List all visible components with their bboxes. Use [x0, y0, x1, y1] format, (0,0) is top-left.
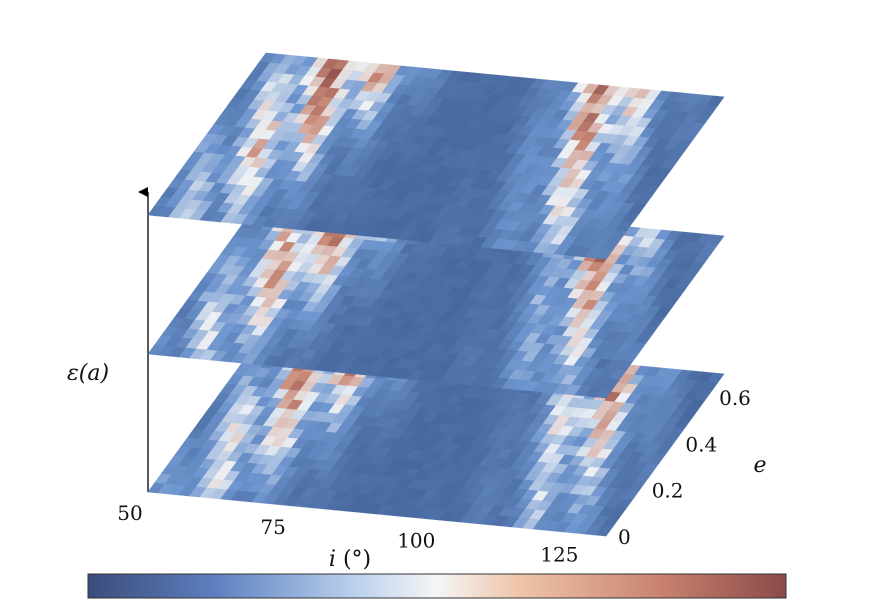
x-axis-label: i (°): [329, 547, 371, 572]
x-axis-var: i: [329, 547, 336, 572]
heatmap-layers: [147, 52, 725, 537]
heatmap-cell: [595, 248, 614, 260]
y-axis-label: e: [753, 453, 766, 478]
heatmap-cell: [595, 387, 614, 399]
y-tick-label: 0.4: [685, 432, 717, 456]
x-tick-label: 50: [117, 501, 142, 525]
y-ticks: 0 0.20.40.6: [618, 386, 751, 549]
colorbar: [87, 573, 787, 599]
y-tick-label: 0.6: [719, 386, 751, 410]
y-tick-label: 0.2: [652, 479, 684, 503]
x-axis-unit: (°): [343, 547, 371, 572]
heatmap-layer-3: [147, 52, 725, 260]
x-tick-label: 125: [540, 542, 578, 566]
x-ticks: 50 75 100 125: [117, 501, 578, 566]
x-tick-label: 75: [260, 515, 285, 539]
z-axis-label: ε(a): [67, 361, 109, 386]
x-tick-label: 100: [397, 529, 435, 553]
y-tick-label: 0: [618, 525, 631, 549]
heatmap-cell: [595, 525, 614, 537]
